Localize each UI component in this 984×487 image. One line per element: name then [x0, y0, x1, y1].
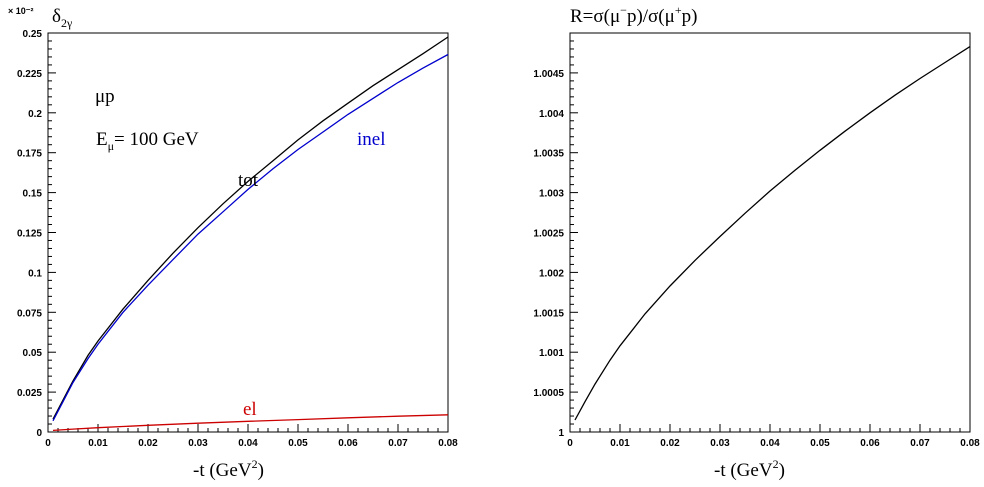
x-tick-label: 0.02 [138, 438, 158, 449]
x-axis-label: -t (GeV2) [714, 457, 785, 481]
y-tick-label: 0.225 [17, 69, 42, 80]
x-axis-label: -t (GeV2) [193, 457, 264, 481]
series-group [574, 46, 971, 421]
x-tick-label: 0.08 [960, 438, 980, 449]
y-tick-label: 0.25 [23, 29, 43, 40]
series-group [52, 36, 449, 432]
x-tick-label: 0.03 [710, 438, 730, 449]
x-ticks: 0 0.01 0.02 0.03 0.04 0.05 0.06 0.07 0.08 [45, 424, 458, 449]
plot-frame [569, 32, 971, 433]
series-line-inel [52, 53, 449, 422]
ratio-chart: 0 0.01 0.02 0.03 0.04 0.05 0.06 0.07 0.08 1 1.000… [533, 3, 980, 481]
y-tick-label: 1.003 [539, 189, 564, 200]
x-tick-label: 0.06 [860, 438, 880, 449]
y-tick-label: 0.2 [28, 109, 42, 120]
y-tick-label: 0.05 [23, 348, 43, 359]
y-tick-label: 1.0005 [533, 388, 564, 399]
y-tick-label: 0.025 [17, 388, 42, 399]
series-line-0 [574, 46, 971, 421]
y-ticks: 1 1.0005 1.001 1.0015 1.002 1.0025 1.003 1.0035… [533, 40, 578, 439]
x-tick-label: 0.06 [338, 438, 358, 449]
y-tick-label: 0.125 [17, 229, 42, 240]
y-tick-label: 0.15 [23, 189, 43, 200]
y-tick-label: 0.075 [17, 308, 42, 319]
y-tick-label: 0.1 [28, 268, 42, 279]
x-ticks: 0 0.01 0.02 0.03 0.04 0.05 0.06 0.07 0.08 [567, 424, 980, 449]
exponent-label: × 10⁻² [8, 6, 34, 16]
y-tick-label: 1.0045 [533, 69, 564, 80]
series-label-inel: inel [357, 129, 386, 150]
x-tick-label: 0.04 [760, 438, 780, 449]
x-tick-label: 0.01 [88, 438, 108, 449]
x-tick-label: 0.01 [610, 438, 630, 449]
y-tick-label: 0 [36, 428, 42, 439]
y-tick-label: 0.175 [17, 149, 42, 160]
y-ticks: 0 0.025 0.05 0.075 0.1 0.125 0.15 0.175 0.2 0.225… [17, 29, 56, 439]
y-tick-label: 1.0015 [533, 308, 564, 319]
y-tick-label: 1.004 [539, 109, 564, 120]
process-label: μp [95, 86, 115, 107]
x-tick-label: 0.03 [188, 438, 208, 449]
x-tick-label: 0.05 [810, 438, 830, 449]
y-tick-label: 1.001 [539, 348, 564, 359]
x-tick-label: 0.07 [388, 438, 408, 449]
series-line-el [52, 414, 449, 432]
y-tick-label: 1.0035 [533, 149, 564, 160]
series-line-tot [52, 36, 449, 420]
energy-label: Eμ= 100 GeV [96, 129, 199, 153]
x-tick-label: 0 [45, 438, 51, 449]
series-label-tot: tot [238, 170, 259, 191]
x-tick-label: 0.07 [910, 438, 930, 449]
y-tick-label: 1.0025 [533, 229, 564, 240]
chart-title: R=σ(μ−p)/σ(μ+p) [570, 3, 697, 27]
x-tick-label: 0.05 [288, 438, 308, 449]
delta-chart: 0 0.01 0.02 0.03 0.04 0.05 0.06 0.07 0.08 0 0.025… [8, 6, 458, 481]
series-label-el: el [243, 399, 257, 420]
x-tick-label: 0 [567, 438, 573, 449]
x-tick-label: 0.02 [660, 438, 680, 449]
x-tick-label: 0.04 [238, 438, 258, 449]
x-tick-label: 0.08 [438, 438, 458, 449]
chart-title: δ2γ [52, 6, 73, 30]
y-tick-label: 1.002 [539, 268, 564, 279]
y-tick-label: 1 [558, 428, 564, 439]
